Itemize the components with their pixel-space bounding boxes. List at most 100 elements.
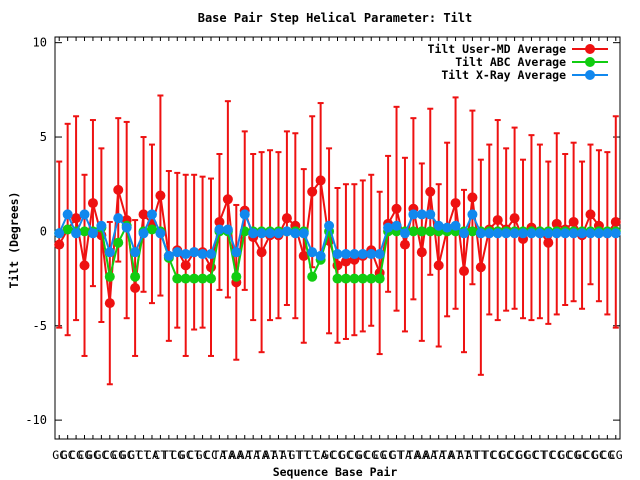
data-point	[104, 247, 115, 258]
data-point	[172, 273, 183, 284]
x-tick-label: AT	[449, 448, 463, 462]
data-point	[113, 237, 124, 248]
x-tick-label: AA	[415, 448, 429, 462]
data-point	[408, 226, 419, 237]
data-point	[458, 266, 469, 277]
x-tick-label: GC	[558, 448, 572, 462]
data-point	[509, 228, 520, 239]
x-axis-label: Sequence Base Pair	[273, 465, 398, 479]
data-point	[585, 228, 596, 239]
data-point	[357, 273, 368, 284]
data-point	[501, 228, 512, 239]
data-point	[231, 271, 242, 282]
data-point	[273, 228, 284, 239]
axis-ticks: 1050-5-10GCGCCGCGGCGCCGCGGCGTCTCACTTTCGG…	[25, 36, 622, 462]
data-point	[96, 220, 107, 231]
data-point	[602, 228, 613, 239]
data-point	[315, 175, 326, 186]
data-point	[399, 239, 410, 250]
legend-swatch-marker	[585, 57, 595, 67]
data-point	[467, 192, 478, 203]
data-point	[130, 247, 141, 258]
data-point	[442, 222, 453, 233]
x-tick-label: CC	[381, 448, 395, 462]
x-tick-label: CT	[305, 448, 319, 462]
data-point	[54, 228, 65, 239]
data-point	[340, 273, 351, 284]
data-point	[256, 247, 267, 258]
data-point	[458, 228, 469, 239]
data-point	[534, 228, 545, 239]
x-tick-label: GC	[356, 448, 370, 462]
x-tick-label: GC	[179, 448, 193, 462]
legend-label: Tilt ABC Average	[455, 55, 566, 69]
data-point	[577, 228, 588, 239]
x-tick-label: GC	[516, 448, 530, 462]
data-point	[340, 256, 351, 267]
data-point	[475, 262, 486, 273]
x-tick-label: GT	[288, 448, 302, 462]
x-tick-label: CG	[600, 448, 614, 462]
data-point	[180, 273, 191, 284]
data-point	[79, 226, 90, 237]
data-point	[366, 249, 377, 260]
x-tick-label: TT	[474, 448, 488, 462]
data-point	[307, 247, 318, 258]
x-tick-label: GC	[592, 448, 606, 462]
data-point	[298, 250, 309, 261]
x-tick-label: GC	[94, 448, 108, 462]
x-tick-label: TC	[541, 448, 555, 462]
x-tick-label: CC	[550, 448, 564, 462]
x-tick-label: AT	[280, 448, 294, 462]
data-point	[180, 260, 191, 271]
data-point	[416, 209, 427, 220]
data-point	[121, 222, 132, 233]
data-point	[180, 249, 191, 260]
data-point	[374, 249, 385, 260]
data-point	[87, 198, 98, 209]
data-point	[560, 228, 571, 239]
x-tick-label: GC	[339, 448, 353, 462]
data-point	[315, 250, 326, 261]
data-point	[130, 283, 141, 294]
data-point	[54, 239, 65, 250]
x-tick-label: GC	[525, 448, 539, 462]
data-point	[467, 209, 478, 220]
y-axis-label: Tilt (Degrees)	[7, 192, 21, 289]
data-point	[79, 260, 90, 271]
data-point	[526, 228, 537, 239]
x-tick-label: CG	[373, 448, 387, 462]
x-tick-label: CG	[111, 448, 125, 462]
x-tick-label: CA	[145, 448, 159, 462]
data-point	[71, 213, 82, 224]
x-tick-label: GC	[499, 448, 513, 462]
data-point	[324, 220, 335, 231]
data-point	[265, 228, 276, 239]
data-point	[239, 209, 250, 220]
x-tick-label: GT	[128, 448, 142, 462]
data-point	[543, 237, 554, 248]
data-point	[71, 228, 82, 239]
data-point	[248, 228, 259, 239]
data-point	[349, 273, 360, 284]
data-point	[155, 190, 166, 201]
data-point	[340, 249, 351, 260]
data-point	[281, 226, 292, 237]
data-point	[206, 273, 217, 284]
data-point	[610, 216, 621, 227]
x-tick-label: AT	[465, 448, 479, 462]
x-tick-label: TT	[297, 448, 311, 462]
data-point	[374, 273, 385, 284]
x-tick-label: CG	[69, 448, 83, 462]
x-tick-label: AA	[238, 448, 252, 462]
data-point	[62, 224, 73, 235]
legend-swatch-marker	[585, 70, 595, 80]
y-tick-label: -10	[25, 413, 47, 427]
data-point	[433, 220, 444, 231]
data-point	[391, 220, 402, 231]
data-point	[518, 228, 529, 239]
data-point	[425, 186, 436, 197]
data-point	[366, 273, 377, 284]
x-tick-label: CG	[170, 448, 184, 462]
data-point	[281, 213, 292, 224]
